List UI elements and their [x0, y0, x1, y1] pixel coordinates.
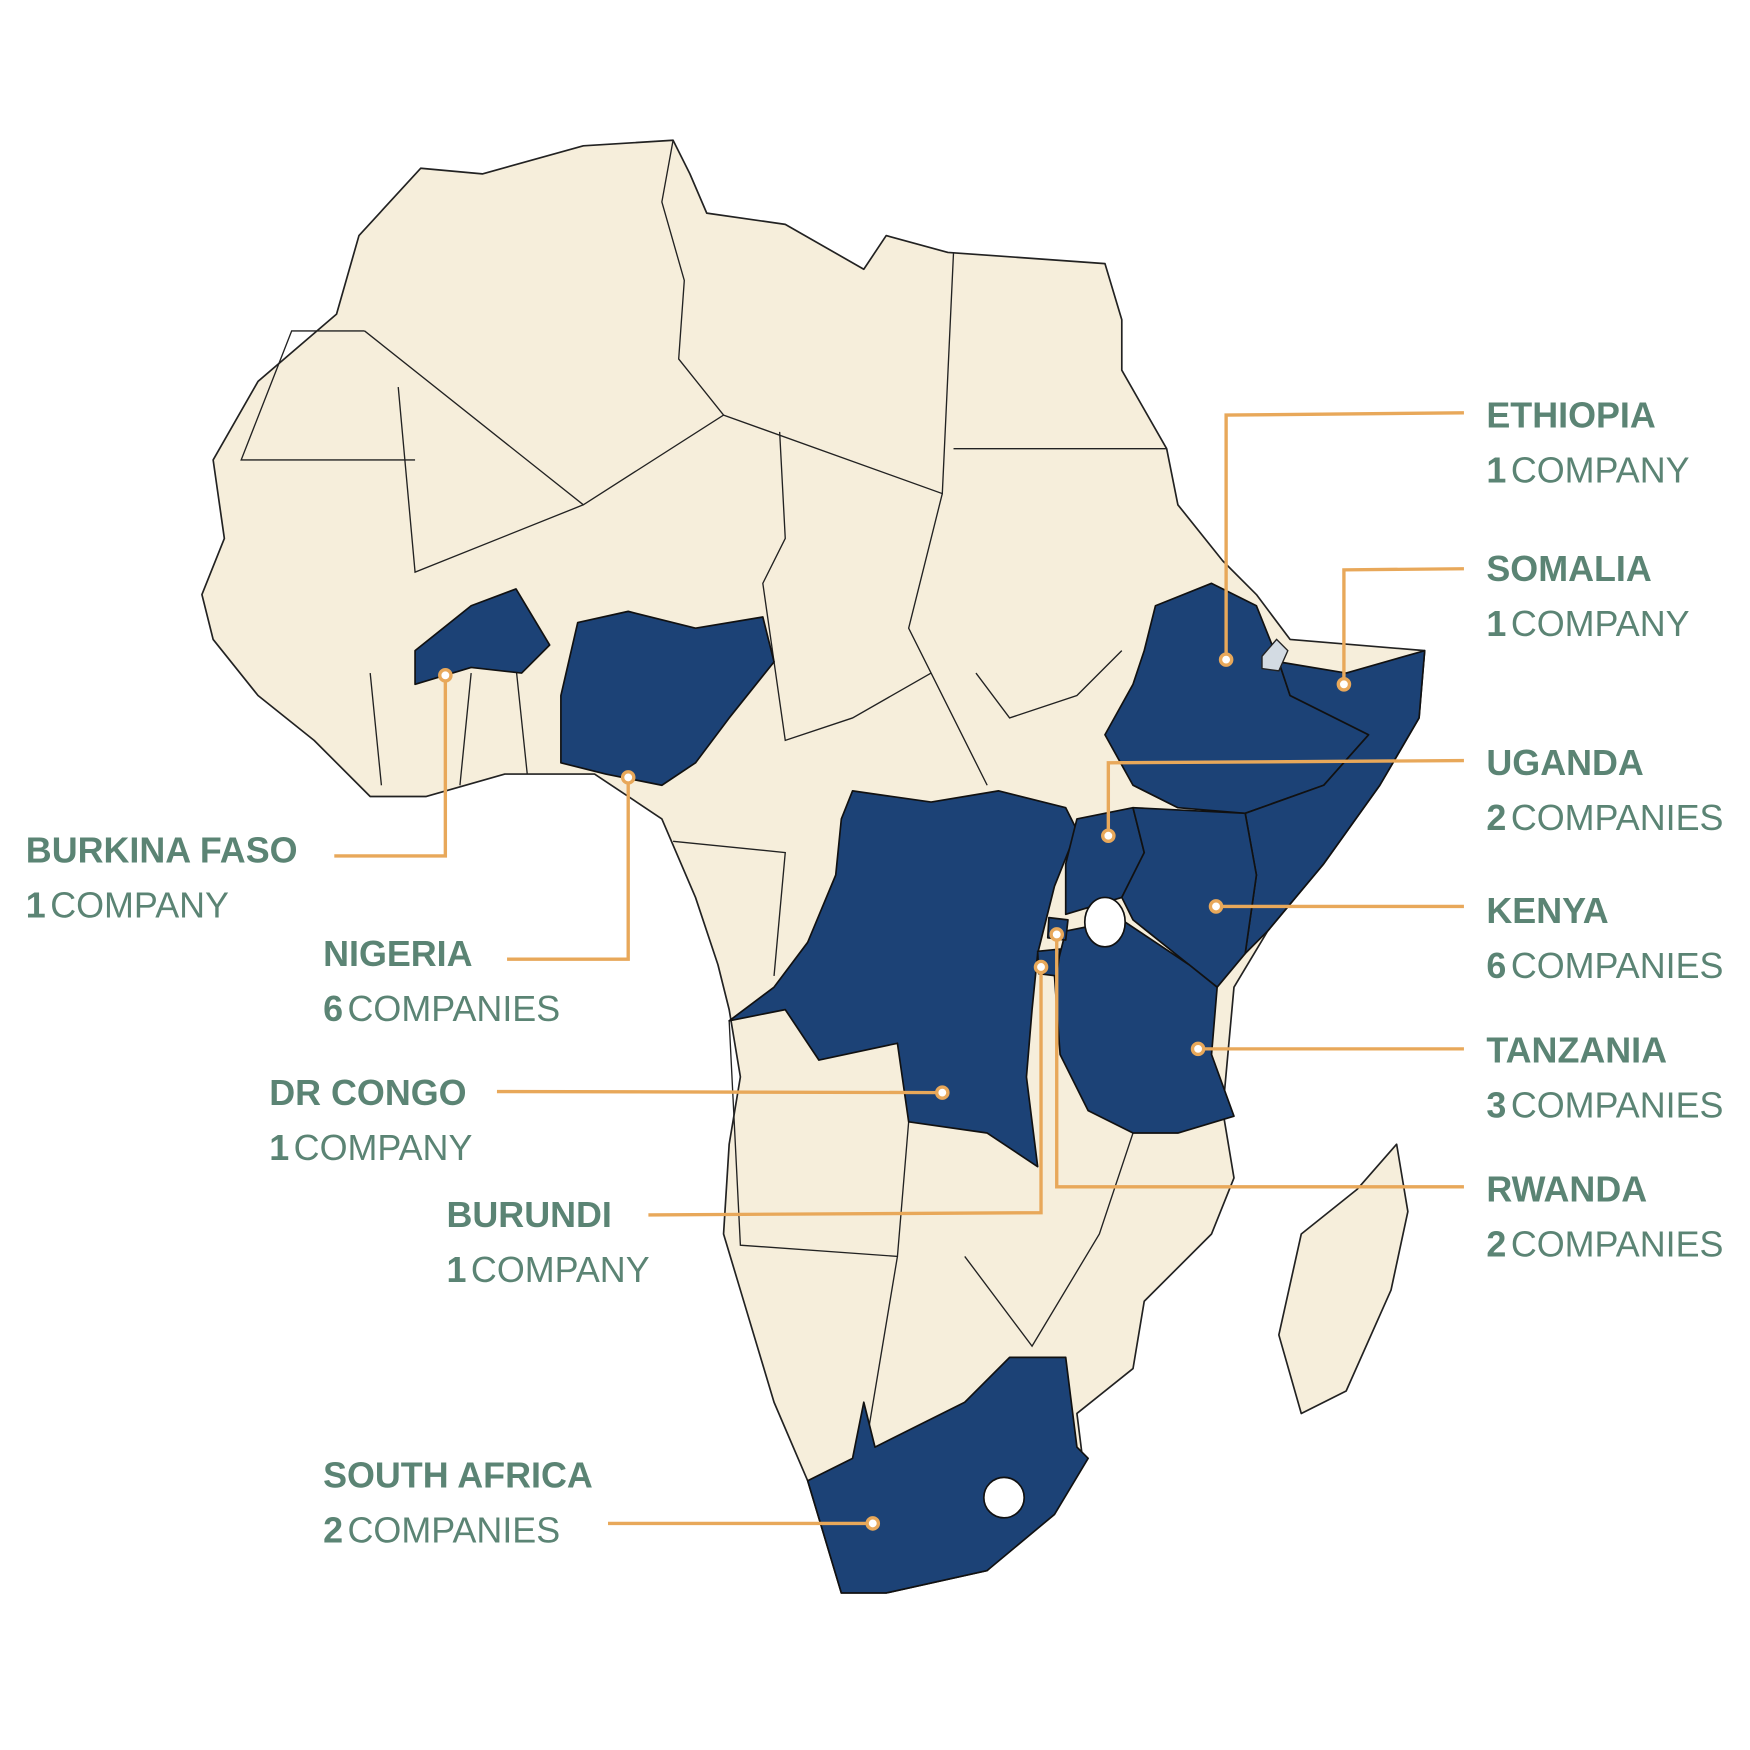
- company-count: 1 COMPANY: [1486, 450, 1689, 490]
- count-number: 2: [323, 1510, 343, 1550]
- border: [661, 140, 725, 416]
- count-unit: COMPANY: [471, 1250, 650, 1290]
- leader-line: [496, 1089, 943, 1095]
- location-dot: [865, 1516, 881, 1531]
- border: [369, 667, 528, 786]
- highlighted-countries: [414, 582, 1426, 1594]
- border: [964, 1132, 1134, 1348]
- count-unit: COMPANIES: [1511, 1224, 1724, 1264]
- location-dot: [1049, 927, 1065, 942]
- country-name: KENYA: [1486, 891, 1608, 931]
- burkina-faso: [414, 588, 551, 686]
- company-count: 2 COMPANIES: [1486, 1224, 1723, 1264]
- company-count: 2 COMPANIES: [1486, 798, 1723, 838]
- count-number: 1: [26, 886, 46, 926]
- country-name: NIGERIA: [323, 934, 472, 974]
- dr-congo: [728, 790, 1078, 1168]
- company-count: 2 COMPANIES: [323, 1510, 560, 1550]
- country-name: RWANDA: [1486, 1169, 1647, 1209]
- country-name: DR CONGO: [269, 1073, 466, 1113]
- count-number: 1: [446, 1250, 466, 1290]
- count-unit: COMPANIES: [1511, 798, 1724, 838]
- count-unit: COMPANIES: [1511, 946, 1724, 986]
- location-dot: [1190, 1041, 1206, 1057]
- leader-line: [334, 675, 448, 858]
- lesotho: [982, 1476, 1026, 1519]
- company-count: 1 COMPANY: [446, 1250, 649, 1290]
- count-number: 3: [1486, 1085, 1506, 1125]
- company-count: 1 COMPANY: [269, 1128, 472, 1168]
- country-name: SOUTH AFRICA: [323, 1456, 593, 1496]
- company-count: 6 COMPANIES: [323, 989, 560, 1029]
- country-name: BURUNDI: [446, 1195, 611, 1235]
- count-unit: COMPANY: [1511, 450, 1690, 490]
- africa-land: [201, 139, 1426, 1594]
- count-unit: COMPANIES: [1511, 1085, 1724, 1125]
- country-name: TANZANIA: [1486, 1030, 1667, 1070]
- company-count: 3 COMPANIES: [1486, 1085, 1723, 1125]
- count-number: 2: [1486, 1224, 1506, 1264]
- country-name: BURKINA FASO: [26, 831, 298, 871]
- location-dot: [935, 1085, 950, 1100]
- madagascar: [1278, 1143, 1409, 1415]
- count-unit: COMPANY: [50, 886, 229, 926]
- border: [728, 1020, 910, 1258]
- location-dot: [1336, 677, 1352, 692]
- location-dot: [620, 770, 636, 785]
- count-unit: COMPANIES: [348, 989, 561, 1029]
- somalia: [1244, 649, 1426, 955]
- count-number: 6: [323, 989, 343, 1029]
- location-dot: [1218, 652, 1234, 667]
- location-dot: [438, 668, 453, 683]
- leader-line: [648, 966, 1043, 1217]
- leader-line: [1224, 411, 1464, 660]
- border: [240, 330, 416, 461]
- borders: [240, 140, 1167, 1459]
- djibouti: [1261, 638, 1289, 672]
- count-number: 1: [1486, 604, 1506, 644]
- count-number: 1: [1486, 450, 1506, 490]
- location-dot: [1033, 959, 1049, 975]
- leader-line: [507, 777, 630, 961]
- border: [975, 650, 1123, 719]
- country-name: ETHIOPIA: [1486, 395, 1655, 435]
- count-unit: COMPANY: [1511, 604, 1690, 644]
- company-count: 6 COMPANIES: [1486, 946, 1723, 986]
- leader-line: [1055, 934, 1464, 1189]
- count-unit: COMPANIES: [348, 1510, 561, 1550]
- nigeria: [560, 610, 775, 787]
- location-dot: [1208, 899, 1224, 914]
- count-unit: COMPANY: [294, 1128, 473, 1168]
- country-name: UGANDA: [1486, 743, 1643, 783]
- company-count: 1 COMPANY: [1486, 604, 1689, 644]
- count-number: 6: [1486, 946, 1506, 986]
- company-count: 1 COMPANY: [26, 886, 229, 926]
- country-name: SOMALIA: [1486, 549, 1651, 589]
- count-number: 1: [269, 1128, 289, 1168]
- border: [673, 840, 786, 977]
- border: [907, 493, 988, 786]
- location-dot: [1101, 828, 1116, 844]
- border: [397, 386, 584, 574]
- leader-line: [1106, 758, 1464, 836]
- count-number: 2: [1486, 798, 1506, 838]
- south-africa: [806, 1356, 1089, 1594]
- continent: [201, 139, 1426, 1594]
- lake-victoria: [1083, 896, 1127, 948]
- leader-line: [1342, 567, 1464, 685]
